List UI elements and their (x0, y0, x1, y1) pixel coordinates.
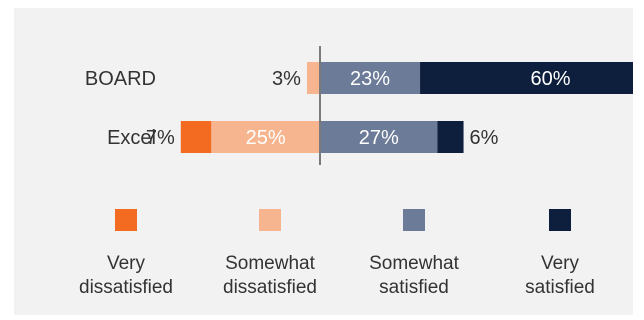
legend-label-3-line1: Very (541, 253, 580, 274)
legend-label-2-line2: satisfied (379, 277, 449, 298)
legend-label-1-line1: Somewhat (225, 253, 315, 274)
legend-label-0-line2: dissatisfied (79, 277, 173, 298)
legend-swatch-0 (115, 209, 137, 231)
category-label-board: BOARD (85, 68, 156, 90)
bar-excel-series-1 (211, 121, 320, 153)
data-label-excel-series-3: 6% (470, 127, 499, 149)
data-label-excel-series-1: 25% (246, 127, 286, 149)
bar-board-series-3 (420, 62, 644, 94)
category-label-excel: Excel (107, 127, 156, 149)
bar-board-series-1 (306, 62, 320, 94)
data-label-board-series-3: 60% (531, 68, 571, 90)
bar-excel-series-2 (320, 121, 438, 153)
legend-swatch-1 (259, 209, 281, 231)
data-label-board-series-2: 23% (350, 68, 390, 90)
data-label-excel-series-0: 7% (146, 127, 175, 149)
legend-swatch-3 (549, 209, 571, 231)
legend-label-0-line1: Very (107, 253, 146, 274)
data-label-excel-series-2: 27% (359, 127, 399, 149)
bar-excel-series-0 (180, 121, 212, 153)
legend-label-2-line1: Somewhat (369, 253, 459, 274)
chart-panel: BOARD 3% 23% 60% Excel 7% 25% 27% 6% Very dissati… (14, 8, 644, 315)
bar-board-series-2 (320, 62, 421, 94)
legend-label-3-line2: satisfied (525, 277, 595, 298)
data-label-board-series-1: 3% (272, 68, 301, 90)
bars-layer (180, 62, 644, 153)
bar-excel-series-3 (437, 121, 464, 153)
legend-swatch-2 (403, 209, 425, 231)
legend: Very dissatisfied Somewhat dissatisfied Some… (79, 209, 595, 298)
legend-label-1-line2: dissatisfied (223, 277, 317, 298)
